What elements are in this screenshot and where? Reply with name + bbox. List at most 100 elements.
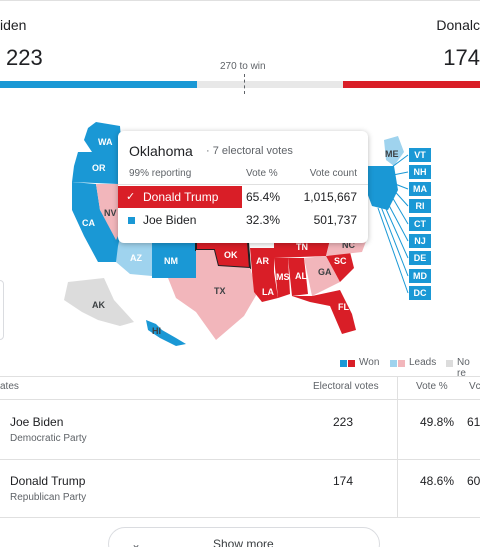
winner-highlight [118,186,242,208]
tooltip-vote-count: 1,015,667 [303,190,357,204]
legend-no-results-swatch [446,360,453,367]
map-label-nm: NM [164,256,178,266]
tooltip-vote-pct: 32.3% [246,213,281,227]
map-label-or: OR [92,163,106,173]
legend-leads-blue-swatch [390,360,397,367]
map-label-me: ME [385,149,399,159]
state-hi[interactable] [146,320,186,346]
state-ms[interactable] [274,258,290,298]
left-candidate-electoral-total: 223 [6,45,43,70]
col-vote-pct: Vote % [416,381,448,392]
state-tx[interactable] [168,250,258,340]
table-column-divider [397,377,398,517]
side-label-de[interactable]: DE [409,251,431,265]
state-al[interactable] [288,258,308,296]
state-wa[interactable] [84,122,122,152]
side-label-ma[interactable]: MA [409,182,431,196]
state-me[interactable] [384,136,404,166]
legend-leads: Leads [409,357,437,368]
state-sc[interactable] [326,252,354,282]
map-label-fl: FL [338,302,349,312]
map-scroll-handle[interactable] [0,280,4,340]
map-label-nc: NC [342,240,355,250]
map-label-al: AL [295,271,307,281]
candidate-name: Donald Trump [10,474,86,488]
vote-pct: 48.6% [420,474,455,488]
tooltip-vote-pct: 65.4% [246,190,281,204]
map-label-ms: MS [276,272,290,282]
tooltip-vote-count: 501,737 [313,213,357,227]
state-or[interactable] [72,152,122,184]
table-bottom-divider [0,517,480,518]
map-label-ak: AK [92,300,105,310]
biden-color-swatch [128,217,135,224]
state-nm[interactable] [152,238,196,278]
state-la[interactable] [252,272,278,302]
tooltip-candidate-name: Donald Trump [143,190,219,204]
state-ar[interactable] [250,248,274,272]
legend-leads-red-swatch [398,360,405,367]
tooltip-row-biden: Joe Biden 32.3% 501,737 [118,209,368,231]
side-label-nj[interactable]: NJ [409,234,431,248]
state-ak[interactable] [64,278,134,326]
map-label-ga: GA [318,267,332,277]
right-candidate-electoral-total: 174 [443,45,480,70]
trump-progress-bar [343,81,480,88]
state-fl[interactable] [292,290,356,334]
map-label-hi: HI [152,326,161,336]
electoral-votes: 174 [333,474,354,488]
state-ne-cluster[interactable] [366,166,398,210]
show-more-button[interactable]: ⌄ Show more [108,527,380,547]
to-win-label: 270 to win [220,61,266,72]
map-label-ok: OK [224,250,238,260]
remaining-progress-bar [197,81,343,88]
check-icon: ✓ [126,191,136,203]
top-divider [0,0,480,1]
state-ca[interactable] [72,182,124,262]
candidate-party: Democratic Party [10,433,87,444]
map-label-wa: WA [98,137,113,147]
table-row-divider [0,459,480,460]
biden-progress-bar [0,81,197,88]
tooltip-state-name: Oklahoma [129,143,193,159]
state-nv[interactable] [96,184,122,240]
candidate-name: Joe Biden [10,415,64,429]
col-vote-count: Vc [469,381,480,392]
electoral-votes: 223 [333,415,354,429]
col-candidates: ates [0,381,19,392]
table-header-divider [0,399,480,400]
tooltip-col-vote-count: Vote count [309,168,357,179]
map-label-ar: AR [256,256,269,266]
tooltip-row-trump: ✓ Donald Trump 65.4% 1,015,667 [118,186,368,208]
win-threshold-marker [244,74,245,94]
tooltip-col-vote-pct: Vote % [246,168,278,179]
vote-count: 61 [467,415,480,429]
left-candidate-name: iden [0,17,27,33]
state-ga[interactable] [304,256,340,296]
state-tooltip: Oklahoma · 7 electoral votes 99% reporti… [118,131,368,243]
show-more-label: Show more [213,537,274,547]
col-electoral-votes: Electoral votes [313,381,379,392]
tooltip-reporting: 99% reporting [129,168,192,179]
side-label-dc[interactable]: DC [409,286,431,300]
side-label-ri[interactable]: RI [409,199,431,213]
map-label-tn: TN [296,242,308,252]
candidate-party: Republican Party [10,492,87,503]
side-label-nh[interactable]: NH [409,165,431,179]
side-label-md[interactable]: MD [409,269,431,283]
right-candidate-name: Donalc [436,17,480,33]
side-label-vt[interactable]: VT [409,148,431,162]
map-label-tx: TX [214,286,226,296]
tooltip-divider [118,184,368,185]
legend-no-results: No re [457,357,470,379]
state-tn[interactable] [274,240,330,258]
legend-won: Won [359,357,380,368]
tooltip-candidate-name: Joe Biden [143,213,197,227]
legend-won-blue-swatch [340,360,347,367]
chevron-down-icon: ⌄ [131,537,142,547]
map-label-nv: NV [104,208,117,218]
side-label-ct[interactable]: CT [409,217,431,231]
tooltip-electoral-votes: · 7 electoral votes [206,145,293,157]
vote-count: 60 [467,474,480,488]
legend-won-red-swatch [348,360,355,367]
